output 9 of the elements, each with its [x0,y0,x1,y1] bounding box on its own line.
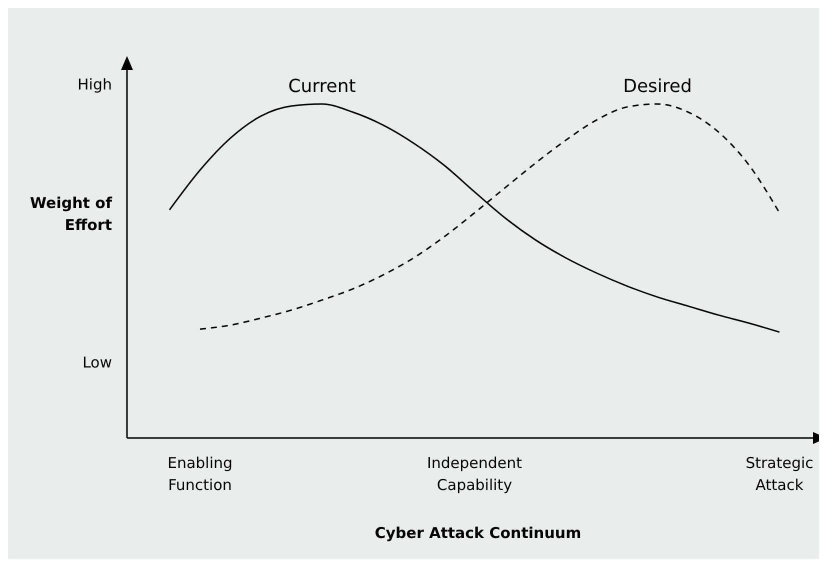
text: Low [82,353,112,372]
x-tick-label: Enabling Function [167,454,233,494]
x-axis-title: Cyber Attack Continuum [374,524,582,542]
x-tick-label: Independent Capability [426,454,522,494]
series-label: Current [288,76,356,97]
x-tick-label: Strategic Attack [746,454,814,494]
text: High [78,75,112,94]
series-label: Desired [623,76,692,97]
y-axis-title: Weight of Effort [30,194,112,234]
